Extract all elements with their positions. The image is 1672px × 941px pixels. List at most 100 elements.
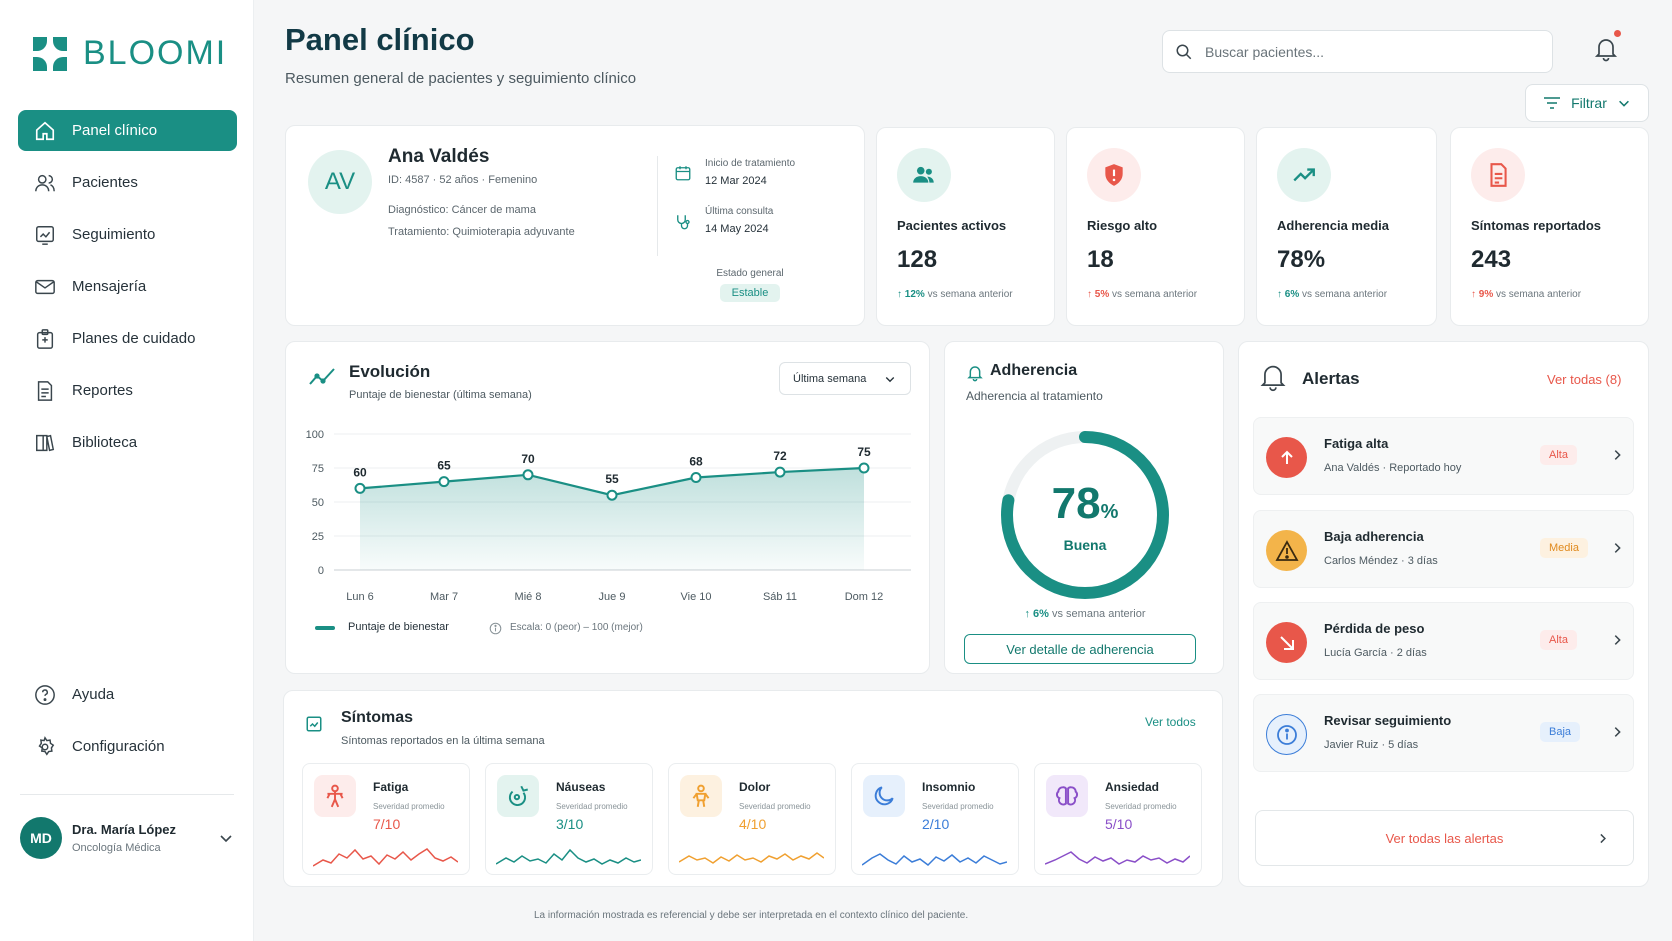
notification-dot (1614, 30, 1621, 37)
treatment-start-label: Inicio de tratamiento (705, 158, 796, 169)
gear-icon (38, 735, 55, 756)
alert-item[interactable]: Pérdida de peso Lucía García · 2 días Al… (1253, 602, 1634, 680)
pain-icon (680, 775, 722, 817)
home-icon (35, 121, 55, 140)
alert-item[interactable]: Fatiga alta Ana Valdés · Reportado hoy A… (1253, 417, 1634, 495)
adherence-delta-value: 6% (1033, 608, 1049, 620)
kpi-delta-text: vs semana anterior (927, 289, 1013, 300)
alerts-see-all-link[interactable]: Ver todas (8) (1547, 372, 1622, 387)
brain-icon (1046, 775, 1088, 817)
arrow-up-icon (1266, 437, 1307, 478)
kpi-value: 243 (1471, 246, 1512, 273)
evolution-chart: 0 25 50 75 100 60 65 70 55 68 72 75 Lun 6 Mar 7 Mié 8 J… (306, 429, 911, 603)
mail-icon (35, 279, 55, 294)
trend-up-icon (1277, 148, 1331, 202)
arrow-up-icon: ↑ (1471, 289, 1479, 300)
kpi-card-sintomas-reportados[interactable]: Síntomas reportados 243 ↑ 9% vs semana a… (1450, 127, 1649, 326)
gauge-fill (1001, 431, 1169, 599)
kpi-delta-value: 12% (904, 289, 925, 300)
sidebar-item-label: Panel clínico (72, 122, 158, 139)
alert-item[interactable]: Baja adherencia Carlos Méndez · 3 días M… (1253, 510, 1634, 588)
data-point (438, 476, 450, 488)
patient-diagnosis: Diagnóstico: Cáncer de mama (388, 204, 536, 216)
adherence-title: Adherencia (990, 362, 1078, 379)
brand-logo[interactable]: BLOOMI (31, 34, 227, 73)
range-dropdown[interactable]: Última semana (779, 362, 911, 395)
page-title: Panel clínico (285, 22, 475, 57)
scale-note: Escala: 0 (peor) – 100 (mejor) (510, 622, 643, 633)
symptom-card-insomnio[interactable]: Insomnio Severidad promedio 2/10 (851, 763, 1019, 875)
user-profile[interactable]: MD Dra. María López Oncología Médica (20, 794, 234, 859)
shield-alert-icon (1087, 148, 1141, 202)
sidebar-item-configuracion[interactable]: Configuración (18, 726, 237, 767)
evolution-title: Evolución (349, 362, 431, 381)
priority-badge: Baja (1540, 722, 1581, 742)
sidebar-item-ayuda[interactable]: Ayuda (18, 674, 237, 715)
all-alerts-button[interactable]: Ver todas las alertas (1255, 810, 1634, 866)
bell-icon (1594, 39, 1618, 62)
search-input[interactable] (1205, 43, 1525, 60)
symptom-card-dolor[interactable]: Dolor Severidad promedio 4/10 (668, 763, 836, 875)
symptom-card-nauseas[interactable]: Náuseas Severidad promedio 3/10 (485, 763, 653, 875)
sidebar-item-label: Reportes (72, 382, 133, 399)
arrow-up-icon: ↑ (1277, 289, 1285, 300)
arrow-up-icon: ↑ (897, 289, 905, 300)
kpi-card-adherencia-media[interactable]: Adherencia media 78% ↑ 6% vs semana ante… (1256, 127, 1437, 326)
symptom-card-ansiedad[interactable]: Ansiedad Severidad promedio 5/10 (1034, 763, 1202, 875)
chevron-down-icon[interactable] (218, 830, 234, 846)
patient-card[interactable]: AV Ana Valdés ID: 4587 · 52 años · Femen… (285, 125, 865, 326)
notifications-button[interactable] (1594, 30, 1622, 66)
sidebar-item-seguimiento[interactable]: Seguimiento (18, 214, 237, 255)
kpi-value: 18 (1087, 246, 1114, 273)
filter-button[interactable]: Filtrar (1525, 84, 1649, 122)
symptom-card-fatiga[interactable]: Fatiga Severidad promedio 7/10 (302, 763, 470, 875)
sidebar: BLOOMI Panel clínico Pacientes Seguimien… (0, 0, 254, 941)
kpi-delta-value: 6% (1284, 289, 1300, 300)
sidebar-item-label: Configuración (72, 738, 165, 755)
bell-icon (967, 366, 983, 382)
data-point (354, 482, 366, 494)
sidebar-item-planes[interactable]: Planes de cuidado (18, 318, 237, 359)
sidebar-item-pacientes[interactable]: Pacientes (18, 162, 237, 203)
calendar-icon (675, 166, 691, 181)
kpi-delta: ↑ 9% vs semana anterior (1471, 289, 1581, 300)
users-icon (35, 174, 55, 191)
range-dropdown-label: Última semana (793, 372, 867, 385)
data-label: 70 (521, 452, 535, 466)
page-subtitle: Resumen general de pacientes y seguimien… (285, 70, 637, 87)
user-name: Dra. María López (72, 822, 177, 837)
x-tick-label: Sáb 11 (763, 591, 797, 603)
legend-swatch (315, 626, 335, 630)
last-visit-label: Última consulta (705, 206, 774, 217)
kpi-delta-text: vs semana anterior (1302, 289, 1388, 300)
help-icon (35, 684, 55, 705)
symptom-sparkline (1045, 851, 1190, 865)
arrow-down-right-icon (1266, 622, 1307, 663)
kpi-card-riesgo-alto[interactable]: Riesgo alto 18 ↑ 5% vs semana anterior (1066, 127, 1245, 326)
data-label: 75 (857, 445, 871, 459)
symptoms-see-all-link[interactable]: Ver todos (1145, 715, 1196, 729)
sidebar-item-mensajeria[interactable]: Mensajería (18, 266, 237, 307)
y-tick-label: 50 (312, 497, 324, 509)
alert-item[interactable]: Revisar seguimiento Javier Ruiz · 5 días… (1253, 694, 1634, 772)
bloomi-logo-icon (33, 36, 67, 71)
sidebar-item-reportes[interactable]: Reportes (18, 370, 237, 411)
alerts-card: Alertas Ver todas (8) Fatiga alta Ana Va… (1238, 341, 1649, 887)
brand-name: BLOOMI (83, 34, 228, 72)
data-point (522, 469, 534, 481)
moon-icon (863, 775, 905, 817)
nausea-icon (497, 775, 539, 817)
adherence-delta: ↑ 6% vs semana anterior (945, 608, 1225, 620)
kpi-card-pacientes-activos[interactable]: Pacientes activos 128 ↑ 12% vs semana an… (876, 127, 1055, 326)
kpi-label: Adherencia media (1277, 218, 1389, 233)
sidebar-item-panel-clinico[interactable]: Panel clínico (18, 110, 237, 151)
y-tick-label: 25 (312, 531, 324, 543)
document-icon (37, 380, 53, 401)
person-icon (314, 775, 356, 817)
general-status: Estado general Estable (690, 268, 810, 302)
symptom-severity-label: Severidad promedio (373, 802, 445, 811)
sidebar-item-biblioteca[interactable]: Biblioteca (18, 422, 237, 463)
adherence-detail-button[interactable]: Ver detalle de adherencia (964, 634, 1196, 664)
arrow-up-icon: ↑ (1087, 289, 1095, 300)
kpi-label: Pacientes activos (897, 218, 1007, 233)
